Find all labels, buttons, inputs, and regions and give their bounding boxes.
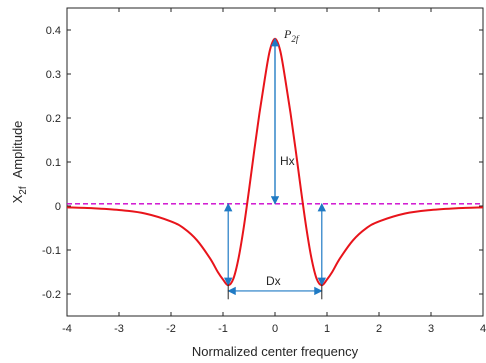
x-tick-label: 1 [324,323,330,335]
x-tick-label: 2 [376,323,382,335]
peak-label: P2f [283,27,300,44]
x-tick-label: -2 [166,323,176,335]
y-axis-label-rest: Amplitude [10,121,25,179]
y-tick-label: 0.2 [46,113,61,125]
x-tick-labels: -4 -3 -2 -1 0 1 2 3 4 [62,323,486,335]
y-tick-labels: -0.2 -0.1 0 0.1 0.2 0.3 0.4 [42,25,61,301]
y-tick-label: -0.1 [42,245,61,257]
y-axis-label-subscript: 2f [18,186,29,195]
x-tick-label: -1 [218,323,228,335]
x-tick-label: -3 [114,323,124,335]
y-tick-label: 0.1 [46,157,61,169]
y-tick-label: 0.4 [46,25,61,37]
x-tick-label: -4 [62,323,72,335]
x-axis-label: Normalized center frequency [192,344,359,359]
axis-ticks [66,8,484,316]
width-annotation-label: Dx [266,274,281,288]
x-tick-label: 0 [272,323,278,335]
peak-label-subscript: 2f [291,34,300,44]
y-tick-label: 0.3 [46,69,61,81]
y-axis-label-main: X [10,194,25,203]
y-tick-label: 0 [55,201,61,213]
annotation-layer [223,37,326,300]
x-tick-label: 4 [480,323,486,335]
x-tick-label: 3 [428,323,434,335]
y-tick-label: -0.2 [42,289,61,301]
y-axis-label: X2f Amplitude [10,121,29,204]
height-annotation-label: Hx [280,154,295,168]
peak-label-main: P [283,27,292,41]
